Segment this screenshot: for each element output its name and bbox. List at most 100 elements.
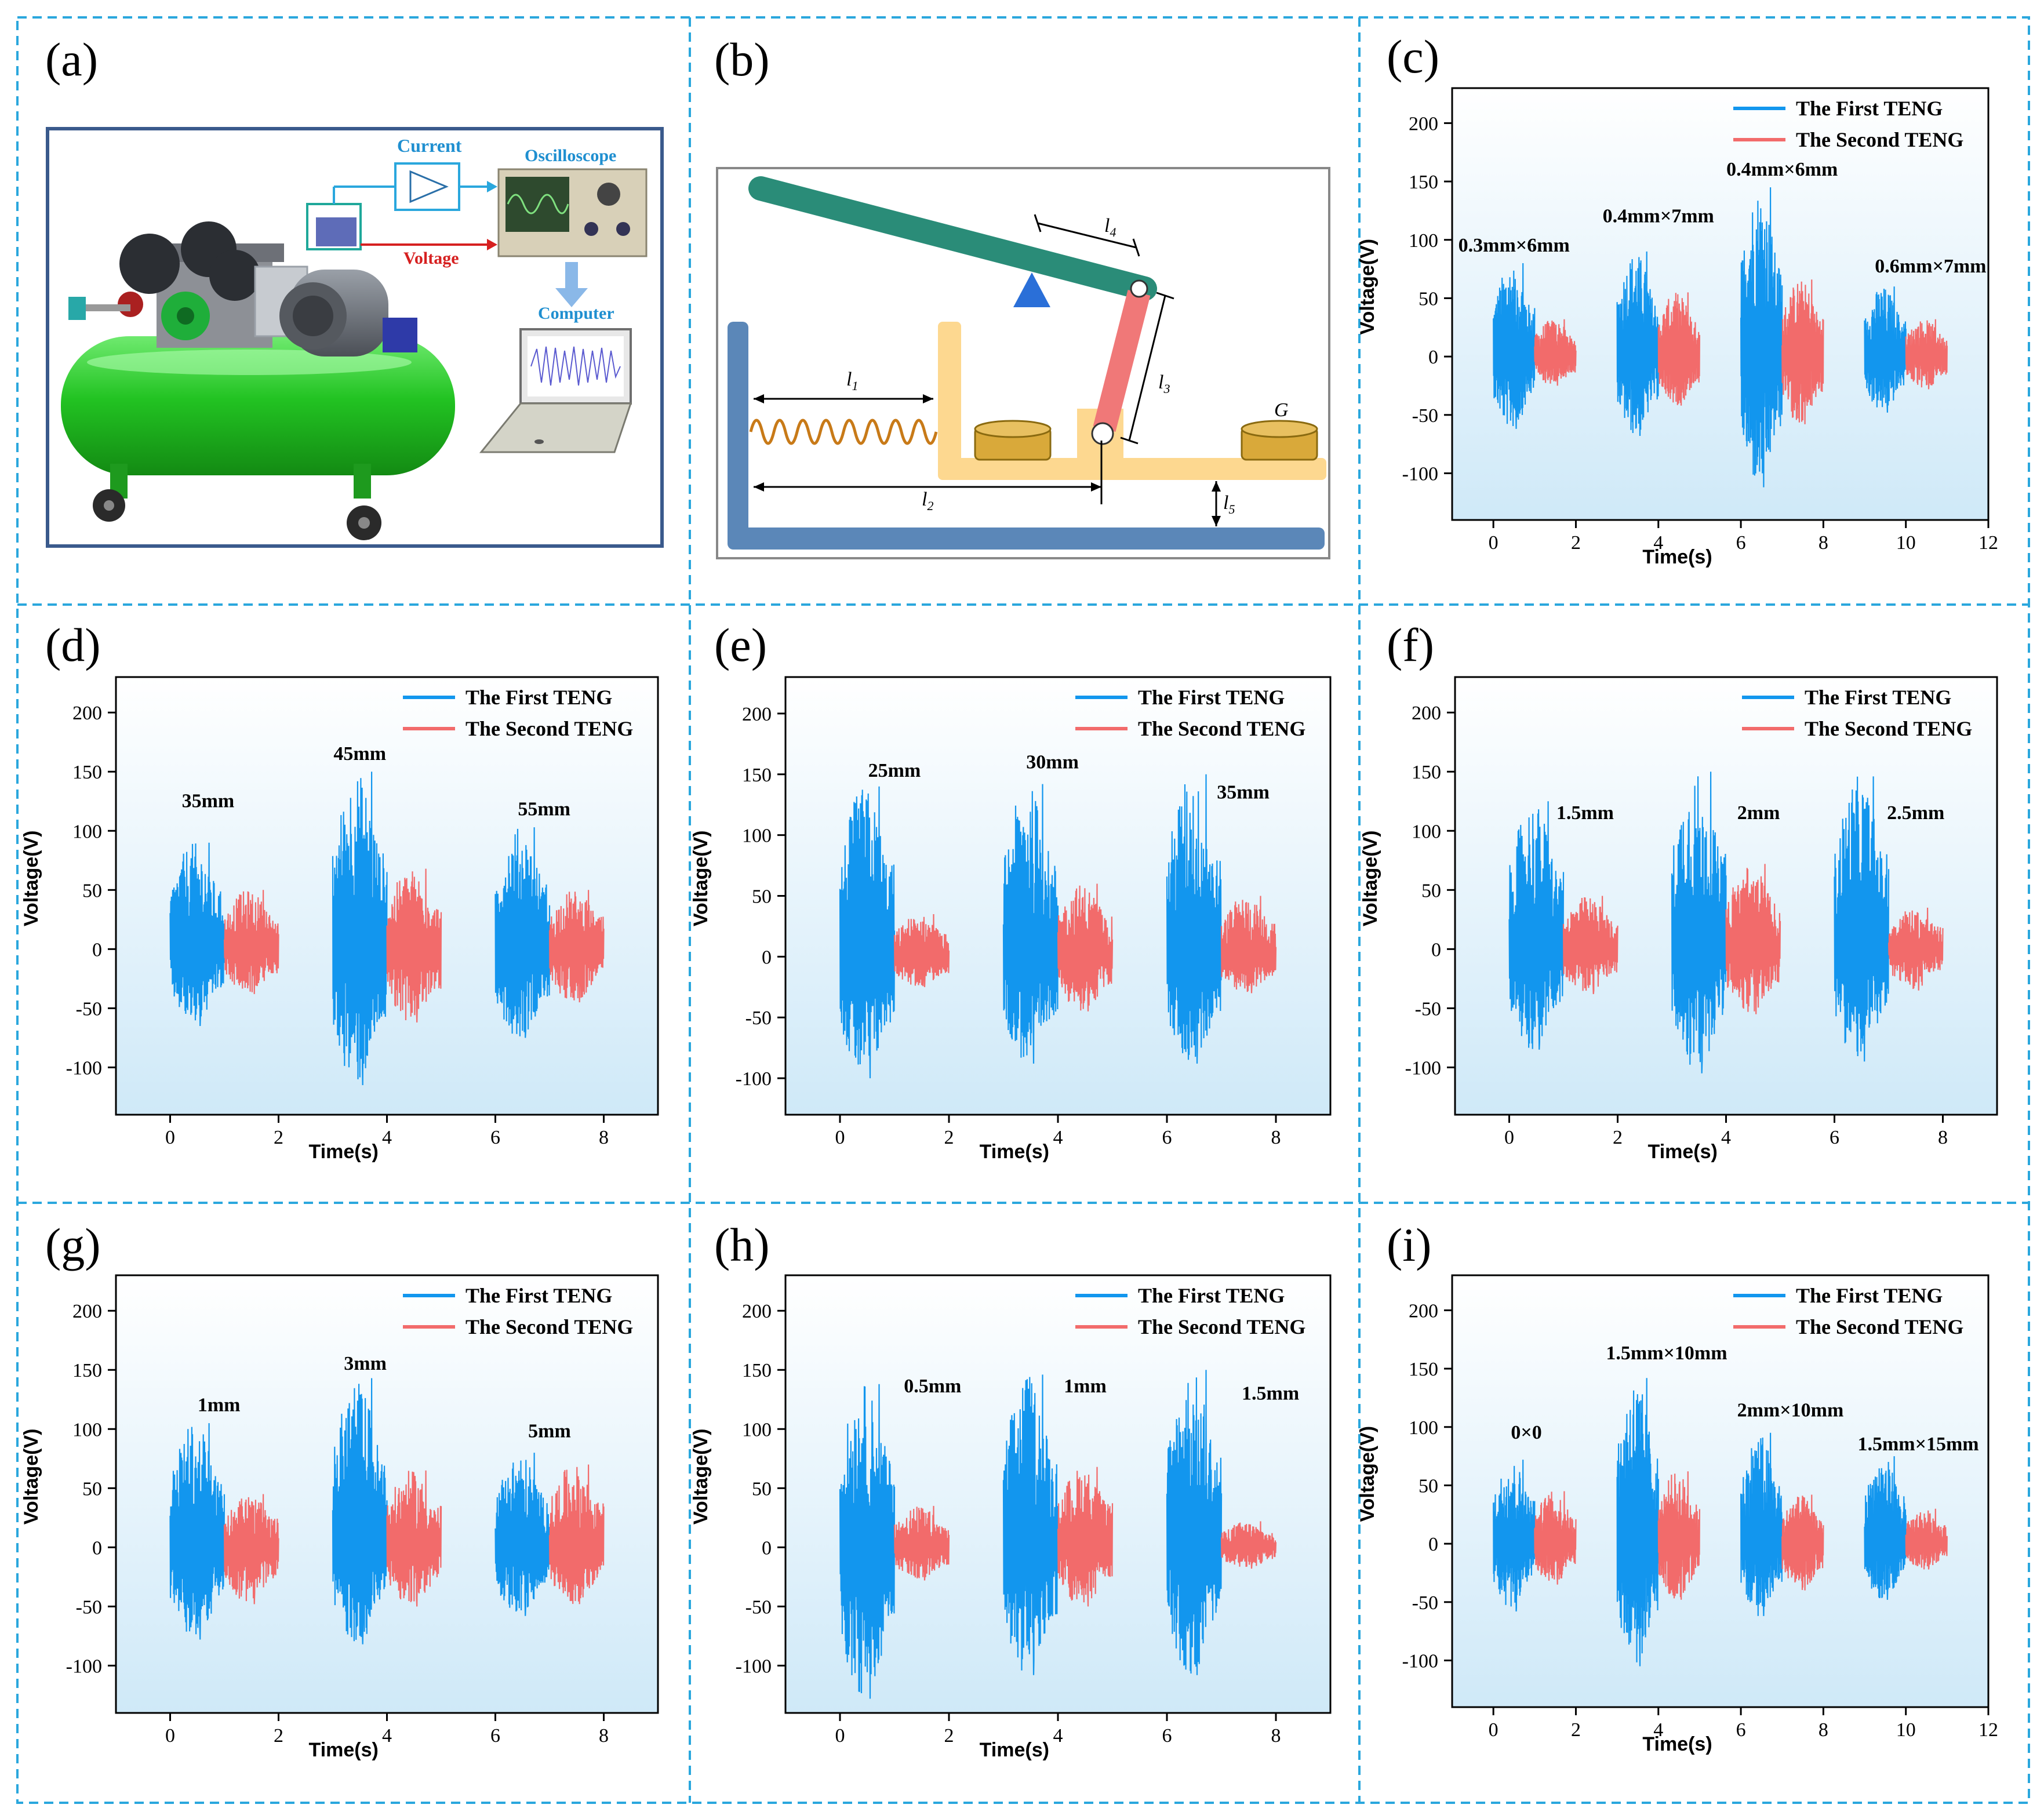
axes-frame-i <box>1451 1274 1990 1708</box>
x-tick-label-i: 6 <box>1736 1719 1746 1741</box>
y-tick-label-e: 200 <box>742 704 772 725</box>
y-tick-label-g: -100 <box>66 1656 102 1677</box>
arrow-down-shaft <box>565 262 578 288</box>
y-tick-label-e: 0 <box>762 947 772 968</box>
annotation-d-0: 35mm <box>182 790 235 812</box>
x-tick-label-g: 2 <box>274 1725 283 1747</box>
x-tick-label-f: 0 <box>1504 1127 1514 1148</box>
series-first-teng-h-1 <box>1002 1374 1059 1675</box>
sensor-block <box>316 217 357 246</box>
frame-vertical-left <box>938 322 961 478</box>
y-tick-label-e: -100 <box>736 1068 772 1090</box>
laptop-display <box>528 336 624 396</box>
wheel-hub-right <box>358 517 370 529</box>
cylinder-head-1 <box>119 234 180 294</box>
x-tick-label-h: 4 <box>1053 1725 1063 1747</box>
x-tick-label-h: 2 <box>944 1725 954 1747</box>
label-g: G <box>1274 399 1289 421</box>
x-tick-label-i: 8 <box>1818 1719 1828 1741</box>
series-second-teng-c-2 <box>1781 279 1824 424</box>
y-tick-label-d: 50 <box>82 880 102 901</box>
series-second-teng-d-0 <box>223 890 279 994</box>
x-tick-label-f: 4 <box>1721 1127 1731 1148</box>
motor-box <box>383 318 417 352</box>
annotation-f-1: 2mm <box>1737 802 1780 824</box>
annotation-d-2: 55mm <box>518 799 570 820</box>
annotation-g-2: 5mm <box>528 1421 571 1442</box>
x-tick-label-c: 10 <box>1896 532 1916 554</box>
y-tick-label-e: 150 <box>742 765 772 786</box>
x-tick-label-c: 6 <box>1736 532 1746 554</box>
y-tick-label-f: -100 <box>1405 1057 1441 1079</box>
x-tick-label-c: 12 <box>1978 532 1998 554</box>
x-tick-label-h: 6 <box>1162 1725 1172 1747</box>
legend-label-second-g: The Second TENG <box>465 1315 633 1338</box>
x-tick-label-c: 4 <box>1653 532 1663 554</box>
legend-label-first-g: The First TENG <box>465 1284 612 1307</box>
x-tick-label-i: 0 <box>1489 1719 1499 1741</box>
y-tick-label-d: 150 <box>72 762 102 783</box>
series-first-teng-g-0 <box>169 1423 226 1640</box>
y-tick-label-i: 150 <box>1409 1359 1438 1380</box>
series-second-teng-f-0 <box>1562 896 1619 995</box>
legend-label-second-e: The Second TENG <box>1138 717 1305 740</box>
label-l5: l5 <box>1223 492 1235 516</box>
y-tick-label-e: 50 <box>752 886 772 908</box>
annotation-c-1: 0.4mm×7mm <box>1603 206 1714 227</box>
y-tick-label-c: 50 <box>1419 288 1438 310</box>
x-tick-label-g: 0 <box>165 1725 175 1747</box>
y-tick-label-h: -50 <box>745 1596 772 1618</box>
series-second-teng-c-0 <box>1534 319 1577 386</box>
y-tick-label-h: 150 <box>742 1360 772 1381</box>
computer-label: Computer <box>538 304 614 323</box>
series-second-teng-e-1 <box>1057 883 1114 1012</box>
axes-frame-c <box>1451 87 1990 521</box>
y-tick-label-i: 0 <box>1428 1534 1438 1555</box>
y-tick-label-i: -100 <box>1402 1650 1438 1672</box>
series-second-teng-h-1 <box>1057 1467 1114 1607</box>
tank-leg-right <box>354 464 371 499</box>
y-axis-label-d: Voltage(V) <box>20 830 42 926</box>
annotation-h-1: 1mm <box>1064 1376 1107 1397</box>
chart-h: (h) 0.5mm 1mm 1.5mm 0 2 4 6 8 -100 -50 0 50 100 150 200… <box>690 1218 1332 1761</box>
y-tick-label-f: 0 <box>1431 939 1441 961</box>
y-tick-label-h: -100 <box>736 1656 772 1677</box>
legend-label-first-c: The First TENG <box>1796 97 1943 120</box>
series-first-teng-e-1 <box>1002 784 1059 1064</box>
series-first-teng-d-2 <box>494 827 551 1038</box>
pivot-triangle-icon <box>1013 272 1050 307</box>
x-tick-label-i: 12 <box>1978 1719 1998 1741</box>
annotation-e-1: 30mm <box>1026 751 1079 773</box>
series-first-teng-c-1 <box>1616 251 1659 436</box>
y-tick-label-d: -100 <box>66 1057 102 1079</box>
x-axis-label-i: Time(s) <box>1642 1733 1712 1755</box>
x-axis-label-c: Time(s) <box>1642 546 1712 568</box>
x-tick-label-g: 4 <box>382 1725 392 1747</box>
series-second-teng-i-3 <box>1905 1508 1948 1570</box>
series-first-teng-g-1 <box>332 1378 388 1645</box>
series-first-teng-h-0 <box>839 1384 896 1699</box>
x-axis-label-e: Time(s) <box>980 1141 1049 1163</box>
x-tick-label-e: 4 <box>1053 1127 1063 1148</box>
joint-bottom <box>1091 422 1114 445</box>
y-tick-label-c: 100 <box>1409 230 1438 252</box>
series-second-teng-h-0 <box>893 1505 950 1581</box>
panel-label-i: (i) <box>1387 1218 1431 1271</box>
arrow-voltage-icon <box>487 239 497 250</box>
x-tick-label-e: 0 <box>835 1127 845 1148</box>
mechanism-frame <box>716 167 1330 559</box>
y-axis-label-e: Voltage(V) <box>690 830 712 926</box>
panel-label-d: (d) <box>45 619 101 671</box>
x-tick-label-e: 2 <box>944 1127 954 1148</box>
y-axis-label-f: Voltage(V) <box>1359 830 1381 926</box>
series-second-teng-f-2 <box>1887 907 1944 991</box>
annotation-c-0: 0.3mm×6mm <box>1459 235 1570 256</box>
y-tick-label-d: 100 <box>72 821 102 842</box>
frame-horizontal <box>938 458 1326 480</box>
panel-label-a: (a) <box>45 33 98 86</box>
legend-label-second-d: The Second TENG <box>465 717 633 740</box>
weight-right-top <box>1241 420 1318 438</box>
x-axis-label-f: Time(s) <box>1648 1141 1718 1163</box>
chart-c: (c) 0.3mm×6mm 0.4mm×7mm 0.4mm×6mm 0.6mm×7mm 0… <box>1356 30 1998 568</box>
